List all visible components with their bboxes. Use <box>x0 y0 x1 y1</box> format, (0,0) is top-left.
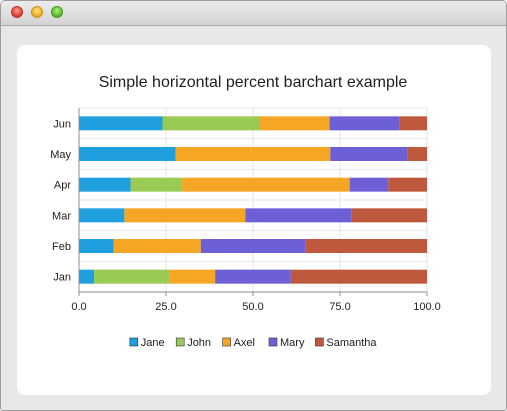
bar-segment-mary-may <box>330 147 408 161</box>
legend-swatch-samantha <box>315 337 324 347</box>
close-window-button[interactable] <box>11 6 23 18</box>
y-tick-label: Mar <box>52 210 71 222</box>
bar-segment-jane-apr <box>79 177 131 192</box>
bar-segment-jane-mar <box>79 208 125 223</box>
x-tick-label: 25.0 <box>155 301 176 313</box>
minimize-window-button[interactable] <box>31 6 43 18</box>
y-tick-label: Feb <box>52 241 71 253</box>
legend-label-samantha: Samantha <box>326 337 377 349</box>
bar-segment-samantha-mar <box>351 208 427 223</box>
bar-segment-axel-mar <box>124 208 246 223</box>
legend: Jane John Axel Mary Samantha <box>129 337 377 349</box>
bar-segment-samantha-may <box>407 147 427 161</box>
bar-segment-axel-apr <box>182 177 350 192</box>
bar-segment-john-jun <box>162 116 260 131</box>
legend-label-axel: Axel <box>234 337 255 349</box>
bar-segment-axel-jan <box>169 269 216 284</box>
legend-label-john: John <box>187 337 211 349</box>
title-bar <box>1 1 506 26</box>
bar-segment-mary-apr <box>349 177 389 192</box>
y-tick-label: Jan <box>53 272 71 284</box>
bar-segment-john-jan <box>94 269 170 284</box>
grid-lines <box>78 107 428 293</box>
x-tick-label: 100.0 <box>413 301 441 313</box>
y-tick-label: Apr <box>54 180 71 192</box>
legend-label-mary: Mary <box>280 337 305 349</box>
x-tick-label: 50.0 <box>242 301 263 313</box>
axes: Jan Feb Mar Apr May Jun 0.0 25.0 50.0 75.0 100.0 <box>50 108 441 313</box>
bar-segment-samantha-feb <box>305 239 427 253</box>
bar-segment-mary-feb <box>200 239 306 253</box>
zoom-window-button[interactable] <box>51 6 63 18</box>
bar-segment-john-apr <box>130 177 183 192</box>
y-tick-label: Jun <box>53 118 71 130</box>
y-tick-label: May <box>50 149 71 161</box>
bars <box>79 116 427 284</box>
x-tick-label: 0.0 <box>71 301 86 313</box>
legend-swatch-axel <box>222 337 231 347</box>
bar-segment-axel-may <box>175 147 331 161</box>
bar-segment-samantha-apr <box>388 177 427 192</box>
bar-segment-mary-mar <box>245 208 352 223</box>
bar-segment-axel-feb <box>113 239 201 253</box>
legend-swatch-jane <box>129 337 139 347</box>
bar-segment-mary-jan <box>215 269 291 284</box>
chart-title: Simple horizontal percent barchart examp… <box>99 74 408 91</box>
bar-segment-jane-feb <box>79 239 114 253</box>
bar-segment-jane-may <box>79 147 176 161</box>
bar-segment-mary-jun <box>329 116 400 131</box>
legend-label-jane: Jane <box>141 337 165 349</box>
bar-segment-samantha-jan <box>290 269 427 284</box>
bar-segment-jane-jan <box>79 269 95 284</box>
bar-segment-jane-jun <box>79 116 163 131</box>
x-tick-label: 75.0 <box>329 301 350 313</box>
legend-swatch-john <box>175 337 185 347</box>
legend-swatch-mary <box>268 337 278 347</box>
bar-segment-axel-jun <box>259 116 330 131</box>
bar-segment-samantha-jun <box>399 116 427 131</box>
